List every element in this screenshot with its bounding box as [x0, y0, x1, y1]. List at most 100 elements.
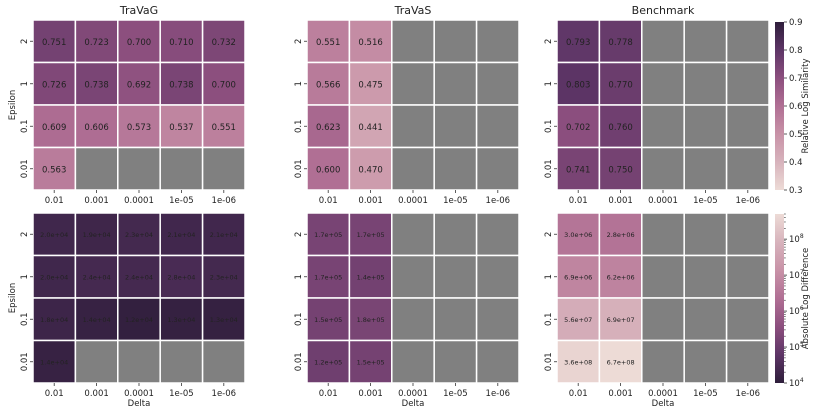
x-tick-label: 1e-06 [736, 389, 761, 399]
x-tick-label: 1e-06 [736, 196, 761, 206]
heatmap-cell [683, 297, 728, 342]
heatmap-cell [725, 212, 770, 257]
x-tick-label: 0.0001 [124, 196, 154, 206]
cell-value-label: 2.1e+04 [167, 231, 195, 239]
colorbar: 108 107 106 105 104 Absolute Log Difference [775, 213, 811, 389]
panel-title: TraVaG [119, 4, 158, 17]
x-tick-label: 0.001 [84, 389, 108, 399]
y-tick-label: 2 [294, 39, 304, 44]
heatmap-cell [391, 297, 435, 342]
cell-value-label: 0.700 [127, 38, 151, 48]
cell-value-label: 1.7e+05 [357, 231, 385, 239]
y-tick-label: 0.01 [20, 352, 30, 371]
colorbar-tick-label: 0.9 [789, 18, 803, 28]
heatmap-cell [641, 339, 685, 384]
cell-value-label: 1.4e+04 [83, 316, 111, 324]
y-tick-label: 0.01 [294, 352, 304, 371]
heatmap-cell [348, 339, 393, 384]
heatmap-cell [74, 146, 119, 191]
cell-value-label: 0.563 [42, 165, 66, 175]
heatmap-cell [556, 297, 601, 342]
colorbar-tick-label: 108 [789, 233, 804, 245]
cell-value-label: 0.732 [212, 38, 236, 48]
heatmap-cell [74, 254, 119, 299]
x-tick-label: 1e-05 [443, 389, 468, 399]
cell-value-label: 0.803 [566, 80, 590, 90]
cell-value-label: 1.8e+05 [357, 316, 385, 324]
heatmap-cell [391, 146, 435, 191]
colorbar-label: Relative Log Similarity [801, 58, 811, 153]
cell-value-label: 0.551 [316, 38, 340, 48]
heatmap-cell [391, 339, 435, 384]
x-tick-label: 1e-06 [486, 389, 511, 399]
heatmap-cell [433, 254, 478, 299]
x-axis-label: Delta [128, 399, 151, 409]
heatmap-cell [433, 212, 478, 257]
heatmap-panel: 0.751 0.723 0.700 0.710 0.732 0.726 0.738 0.692… [8, 19, 246, 206]
cell-value-label: 0.606 [84, 123, 108, 133]
colorbar-label: Absolute Log Difference [801, 248, 811, 350]
heatmap-cell [641, 61, 685, 106]
cell-value-label: 0.738 [84, 80, 108, 90]
y-axis-label: Epsilon [8, 283, 18, 314]
heatmap-cell [641, 146, 685, 191]
cell-value-label: 0.702 [566, 123, 590, 133]
heatmap-cell [683, 254, 728, 299]
y-tick-label: 0.1 [294, 119, 304, 133]
cell-value-label: 1.4e+05 [357, 273, 385, 281]
x-tick-label: 0.001 [608, 389, 632, 399]
heatmap-cell [391, 104, 435, 149]
heatmap-cell [159, 254, 204, 299]
x-tick-label: 1e-06 [212, 196, 237, 206]
heatmap-cell [159, 339, 204, 384]
cell-value-label: 0.573 [127, 123, 151, 133]
heatmap-cell [475, 212, 520, 257]
heatmap-cell [683, 19, 728, 64]
heatmap-cell [117, 146, 161, 191]
cell-value-label: 0.738 [169, 80, 193, 90]
heatmap-cell [391, 254, 435, 299]
colorbar-tick-label: 0.7 [789, 74, 803, 84]
x-tick-label: 0.0001 [398, 196, 428, 206]
cell-value-label: 2.8e+04 [167, 273, 195, 281]
x-tick-label: 0.01 [319, 196, 338, 206]
heatmap-cell [201, 339, 246, 384]
x-tick-label: 1e-06 [486, 196, 511, 206]
cell-value-label: 1.7e+05 [314, 231, 342, 239]
x-tick-label: 0.001 [358, 389, 382, 399]
cell-value-label: 0.741 [566, 165, 590, 175]
y-tick-label: 2 [294, 232, 304, 237]
x-tick-label: 1e-05 [443, 196, 468, 206]
heatmap-cell [683, 339, 728, 384]
y-tick-label: 0.01 [20, 159, 30, 178]
cell-value-label: 0.778 [608, 38, 632, 48]
cell-value-label: 0.551 [212, 123, 236, 133]
heatmap-cell [391, 19, 435, 64]
colorbar-tick-label: 0.8 [789, 46, 803, 56]
cell-value-label: 1.9e+04 [83, 231, 111, 239]
heatmap-cell [306, 104, 351, 149]
heatmap-cell [475, 297, 520, 342]
cell-value-label: 2.0e+04 [40, 231, 68, 239]
cell-value-label: 2.3e+04 [210, 273, 238, 281]
colorbar-tick-label: 106 [789, 305, 804, 317]
heatmap-cell [556, 19, 601, 64]
heatmap-cell [556, 146, 601, 191]
heatmap-cell [348, 297, 393, 342]
heatmap-cell [433, 104, 478, 149]
x-tick-label: 0.001 [608, 196, 632, 206]
heatmap-cell [348, 104, 393, 149]
cell-value-label: 0.516 [358, 38, 382, 48]
heatmap-cell [683, 146, 728, 191]
colorbar-tick-label: 0.3 [789, 186, 803, 196]
cell-value-label: 0.600 [316, 165, 340, 175]
cell-value-label: 2.3e+04 [125, 231, 153, 239]
y-tick-label: 1 [20, 274, 30, 279]
heatmap-cell [201, 61, 246, 106]
cell-value-label: 1.2e+05 [314, 358, 342, 366]
heatmap-cell [641, 212, 685, 257]
heatmap-cell [641, 104, 685, 149]
cell-value-label: 0.692 [127, 80, 151, 90]
cell-value-label: 0.441 [358, 123, 382, 133]
